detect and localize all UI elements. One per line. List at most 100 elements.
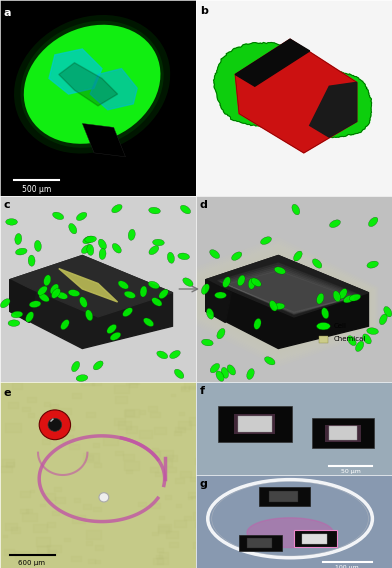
Ellipse shape bbox=[112, 244, 121, 253]
Polygon shape bbox=[11, 527, 20, 533]
Polygon shape bbox=[178, 421, 191, 429]
Polygon shape bbox=[189, 492, 198, 498]
Polygon shape bbox=[150, 467, 158, 471]
Text: 600 μm: 600 μm bbox=[18, 559, 45, 566]
Polygon shape bbox=[123, 454, 134, 460]
Text: g: g bbox=[200, 479, 208, 488]
Ellipse shape bbox=[201, 284, 209, 294]
Polygon shape bbox=[118, 421, 131, 429]
Ellipse shape bbox=[87, 244, 94, 256]
Polygon shape bbox=[158, 524, 171, 532]
Ellipse shape bbox=[6, 219, 18, 225]
Polygon shape bbox=[152, 449, 158, 452]
Text: c: c bbox=[4, 200, 11, 210]
Polygon shape bbox=[165, 495, 171, 499]
Ellipse shape bbox=[316, 323, 330, 330]
Polygon shape bbox=[176, 504, 181, 507]
Polygon shape bbox=[138, 502, 146, 506]
Ellipse shape bbox=[201, 339, 213, 346]
Polygon shape bbox=[189, 417, 202, 425]
Ellipse shape bbox=[28, 255, 35, 266]
Polygon shape bbox=[159, 552, 168, 557]
Polygon shape bbox=[15, 551, 29, 559]
Polygon shape bbox=[7, 402, 18, 408]
Polygon shape bbox=[206, 256, 368, 349]
Polygon shape bbox=[139, 430, 152, 437]
Polygon shape bbox=[301, 72, 372, 137]
Polygon shape bbox=[152, 451, 160, 456]
Polygon shape bbox=[214, 43, 316, 127]
Polygon shape bbox=[95, 560, 100, 562]
Ellipse shape bbox=[238, 275, 245, 286]
Ellipse shape bbox=[333, 291, 341, 302]
Ellipse shape bbox=[83, 236, 94, 244]
Ellipse shape bbox=[140, 286, 147, 297]
Ellipse shape bbox=[217, 328, 225, 339]
Ellipse shape bbox=[8, 320, 20, 327]
Ellipse shape bbox=[72, 361, 80, 371]
Ellipse shape bbox=[170, 350, 180, 358]
Polygon shape bbox=[125, 408, 139, 417]
Ellipse shape bbox=[24, 25, 160, 144]
Polygon shape bbox=[166, 454, 177, 461]
Polygon shape bbox=[28, 414, 34, 417]
Polygon shape bbox=[33, 524, 47, 532]
Ellipse shape bbox=[159, 289, 168, 299]
Ellipse shape bbox=[0, 299, 10, 308]
Ellipse shape bbox=[53, 212, 64, 220]
Polygon shape bbox=[124, 410, 134, 416]
Ellipse shape bbox=[112, 204, 122, 213]
Polygon shape bbox=[10, 279, 35, 323]
Ellipse shape bbox=[294, 251, 302, 261]
Polygon shape bbox=[12, 382, 22, 389]
Polygon shape bbox=[59, 408, 71, 415]
Ellipse shape bbox=[367, 261, 378, 268]
Polygon shape bbox=[175, 478, 184, 483]
Ellipse shape bbox=[379, 314, 387, 325]
Ellipse shape bbox=[261, 237, 271, 244]
Polygon shape bbox=[193, 542, 204, 548]
Ellipse shape bbox=[347, 336, 356, 345]
Polygon shape bbox=[47, 522, 55, 527]
Polygon shape bbox=[51, 404, 58, 408]
Polygon shape bbox=[114, 385, 129, 393]
Ellipse shape bbox=[149, 207, 160, 214]
Polygon shape bbox=[44, 493, 55, 499]
Polygon shape bbox=[37, 546, 49, 553]
Ellipse shape bbox=[254, 319, 261, 329]
Ellipse shape bbox=[321, 308, 329, 319]
Bar bbox=[234, 414, 276, 433]
Polygon shape bbox=[206, 256, 368, 317]
Polygon shape bbox=[66, 425, 74, 430]
Ellipse shape bbox=[384, 307, 392, 317]
Ellipse shape bbox=[273, 303, 285, 310]
Ellipse shape bbox=[76, 375, 88, 381]
Ellipse shape bbox=[98, 239, 107, 249]
Polygon shape bbox=[115, 451, 123, 456]
Ellipse shape bbox=[312, 259, 322, 268]
Polygon shape bbox=[310, 82, 357, 137]
Ellipse shape bbox=[93, 361, 103, 370]
Text: 500 μm: 500 μm bbox=[22, 185, 51, 194]
Ellipse shape bbox=[38, 286, 47, 295]
Polygon shape bbox=[154, 427, 166, 434]
Polygon shape bbox=[85, 412, 95, 417]
Ellipse shape bbox=[40, 38, 144, 131]
Bar bbox=[269, 491, 298, 502]
Ellipse shape bbox=[61, 320, 69, 329]
Polygon shape bbox=[184, 516, 191, 520]
Polygon shape bbox=[72, 393, 81, 398]
Text: 50 μm: 50 μm bbox=[341, 469, 361, 474]
Polygon shape bbox=[10, 256, 172, 349]
Polygon shape bbox=[59, 269, 118, 302]
Polygon shape bbox=[2, 459, 14, 466]
Ellipse shape bbox=[82, 245, 91, 253]
Ellipse shape bbox=[56, 292, 68, 299]
Ellipse shape bbox=[66, 61, 118, 107]
Ellipse shape bbox=[148, 281, 159, 289]
Polygon shape bbox=[181, 386, 189, 391]
Polygon shape bbox=[150, 412, 160, 417]
Ellipse shape bbox=[152, 239, 164, 246]
Polygon shape bbox=[74, 498, 80, 502]
Polygon shape bbox=[0, 466, 12, 472]
